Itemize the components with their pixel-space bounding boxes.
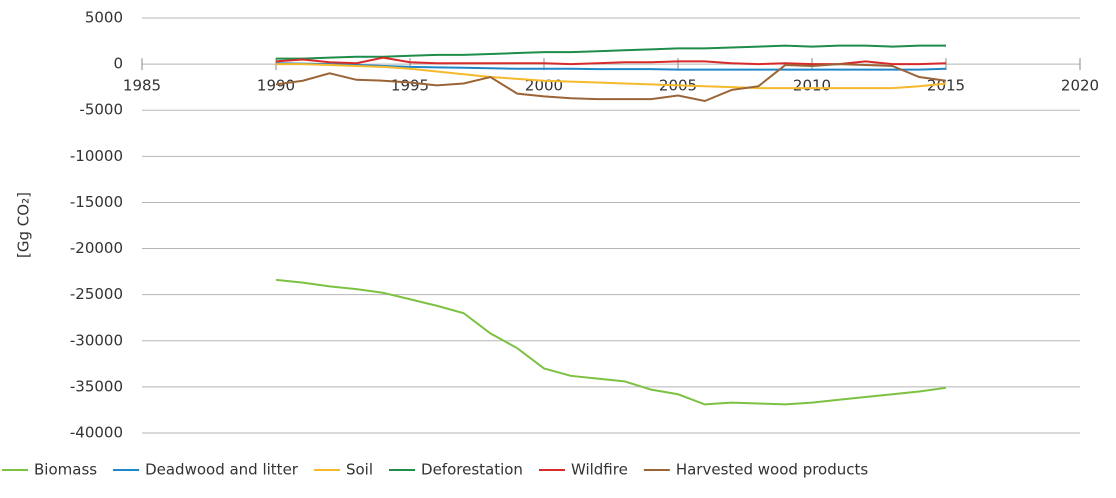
- y-tick-label: -20000: [70, 239, 123, 257]
- series-line: [275, 62, 947, 71]
- legend-label: Harvested wood products: [676, 461, 869, 479]
- y-tick-label: -30000: [70, 331, 123, 349]
- y-tick-label: -40000: [70, 424, 123, 442]
- x-tick-label: 2020: [1061, 77, 1099, 95]
- x-tick-label: 2015: [927, 77, 965, 95]
- series-line: [275, 63, 947, 103]
- series-line: [276, 63, 947, 90]
- x-tick-label: 1985: [123, 77, 161, 95]
- y-tick-label: -15000: [70, 193, 123, 211]
- x-tick-label: 1995: [391, 77, 429, 95]
- legend-label: Deadwood and litter: [145, 461, 299, 479]
- x-tick-label: 1990: [257, 77, 295, 95]
- legend-label: Deforestation: [421, 461, 523, 479]
- x-tick-label: 2010: [793, 77, 831, 95]
- y-tick-label: -25000: [70, 285, 123, 303]
- y-axis-label: [Gg CO₂]: [15, 192, 33, 258]
- legend-label: Wildfire: [571, 461, 628, 479]
- legend-label: Biomass: [34, 461, 97, 479]
- legend-label: Soil: [346, 461, 373, 479]
- y-tick-label: 5000: [85, 9, 123, 27]
- y-tick-label: -10000: [70, 147, 123, 165]
- y-tick-label: 0: [113, 55, 123, 73]
- y-tick-label: -35000: [70, 377, 123, 395]
- series-line: [275, 56, 947, 66]
- series-line: [276, 44, 946, 60]
- series-line: [275, 278, 947, 406]
- y-tick-label: -5000: [79, 101, 123, 119]
